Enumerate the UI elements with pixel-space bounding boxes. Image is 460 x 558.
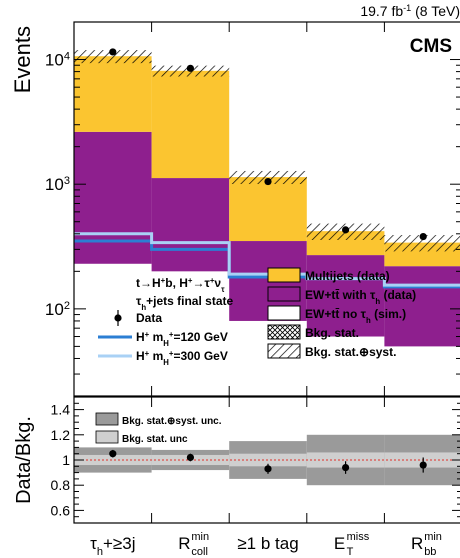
x-tick-label-sub-4: bb <box>424 546 436 558</box>
ratio-point-1 <box>186 453 194 462</box>
legend-box <box>267 305 301 321</box>
bar-ewtau-1 <box>151 178 230 272</box>
data-point-0 <box>109 48 117 56</box>
ratio-legend-label: Bkg. stat.⊕syst. unc. <box>122 416 222 427</box>
bar-multijet-1 <box>151 70 230 179</box>
unc-band-2 <box>229 170 307 185</box>
legend-label-left: H+ mH+=300 GeV <box>136 349 228 367</box>
legend-label-right: Bkg. stat. <box>305 326 359 340</box>
x-tick-label-3: E <box>334 534 345 553</box>
x-tick-label-2: ≥1 b tag <box>237 534 298 553</box>
ratio-point-2 <box>264 465 272 473</box>
data-point-1 <box>186 64 194 72</box>
ratio-stat-band-0 <box>74 454 152 466</box>
bar-nontau-1 <box>151 271 230 396</box>
ratio-point-3 <box>342 463 350 472</box>
bar-nontau-4 <box>384 346 460 396</box>
main-plot: 102 103 104 Events 19.7 fb-1 (8 TeV) CMS t→H+b… <box>10 3 460 397</box>
legend-label-right: EW+tt̄ with τh (data) <box>305 288 416 306</box>
legend-label-right: Multijets (data) <box>305 269 390 283</box>
bar-nontau-0 <box>74 263 152 396</box>
lumi-label: 19.7 fb-1 (8 TeV) <box>360 3 460 19</box>
legend-label-left: H+ mH+=120 GeV <box>136 330 228 348</box>
legend-box <box>267 343 301 359</box>
y-axis-label: Events <box>10 26 35 93</box>
legend-box <box>267 286 301 302</box>
main-plot-area <box>74 50 460 396</box>
process-label: t→H+b, H+→τ+ντ <box>136 276 225 294</box>
x-tick-label-4: R <box>411 534 423 553</box>
y-tick-label: 104 <box>45 51 70 70</box>
x-tick-label-1: R <box>178 534 190 553</box>
ratio-y-tick-label: 1.2 <box>51 427 71 443</box>
bar-nontau-3 <box>306 336 385 396</box>
ratio-legend-box <box>95 412 119 426</box>
data-point-2 <box>264 177 272 186</box>
data-point-4 <box>419 232 427 241</box>
cms-label: CMS <box>410 36 452 57</box>
data-point-3 <box>342 226 350 234</box>
y-tick-label: 102 <box>45 300 70 319</box>
bar-multijet-2 <box>229 177 307 242</box>
ratio-point-4 <box>419 461 427 469</box>
final-state-label: τh+jets final state <box>136 294 233 312</box>
ratio-y-tick-label: 0.6 <box>51 502 71 518</box>
ratio-y-axis-label: Data/Bkg. <box>13 416 35 504</box>
ratio-y-tick-label: 1 <box>62 452 70 468</box>
ratio-plot: 0.6 0.8 1 1.2 1.4 Data/Bkg. Bkg. stat.⊕syst. u… <box>13 396 460 558</box>
x-tick-label-sup-3: miss <box>347 531 370 543</box>
bar-multijet-0 <box>74 56 152 132</box>
x-tick-label-0: τh+≥3j <box>90 534 135 558</box>
y-tick-label: 103 <box>45 175 70 194</box>
x-tick-label-sub-3: T <box>347 546 354 558</box>
main-frame <box>73 21 460 397</box>
ratio-legend-label: Bkg. stat. unc <box>122 434 188 445</box>
unc-band-0 <box>74 50 152 64</box>
legend-label-right: EW+tt̄ no τh (sim.) <box>305 307 406 325</box>
x-tick-label-sup-4: min <box>424 531 442 543</box>
x-tick-label-sub-1: coll <box>191 546 208 558</box>
legend-box <box>267 267 301 283</box>
ratio-stat-band-3 <box>306 452 385 468</box>
ratio-y-tick-label: 1.4 <box>51 402 71 418</box>
bar-ewtau-4 <box>384 266 460 347</box>
ratio-legend-box <box>95 430 119 444</box>
bar-ewtau-0 <box>74 131 152 264</box>
legend-label-left: Data <box>136 311 162 325</box>
ratio-y-tick-label: 0.8 <box>51 477 71 493</box>
unc-band-4 <box>384 235 460 252</box>
legend-label-right: Bkg. stat.⊕syst. <box>305 345 396 359</box>
legend-box <box>267 324 301 340</box>
bar-ewtau-3 <box>306 255 385 337</box>
x-tick-label-sup-1: min <box>191 531 209 543</box>
ratio-point-0 <box>109 450 117 458</box>
